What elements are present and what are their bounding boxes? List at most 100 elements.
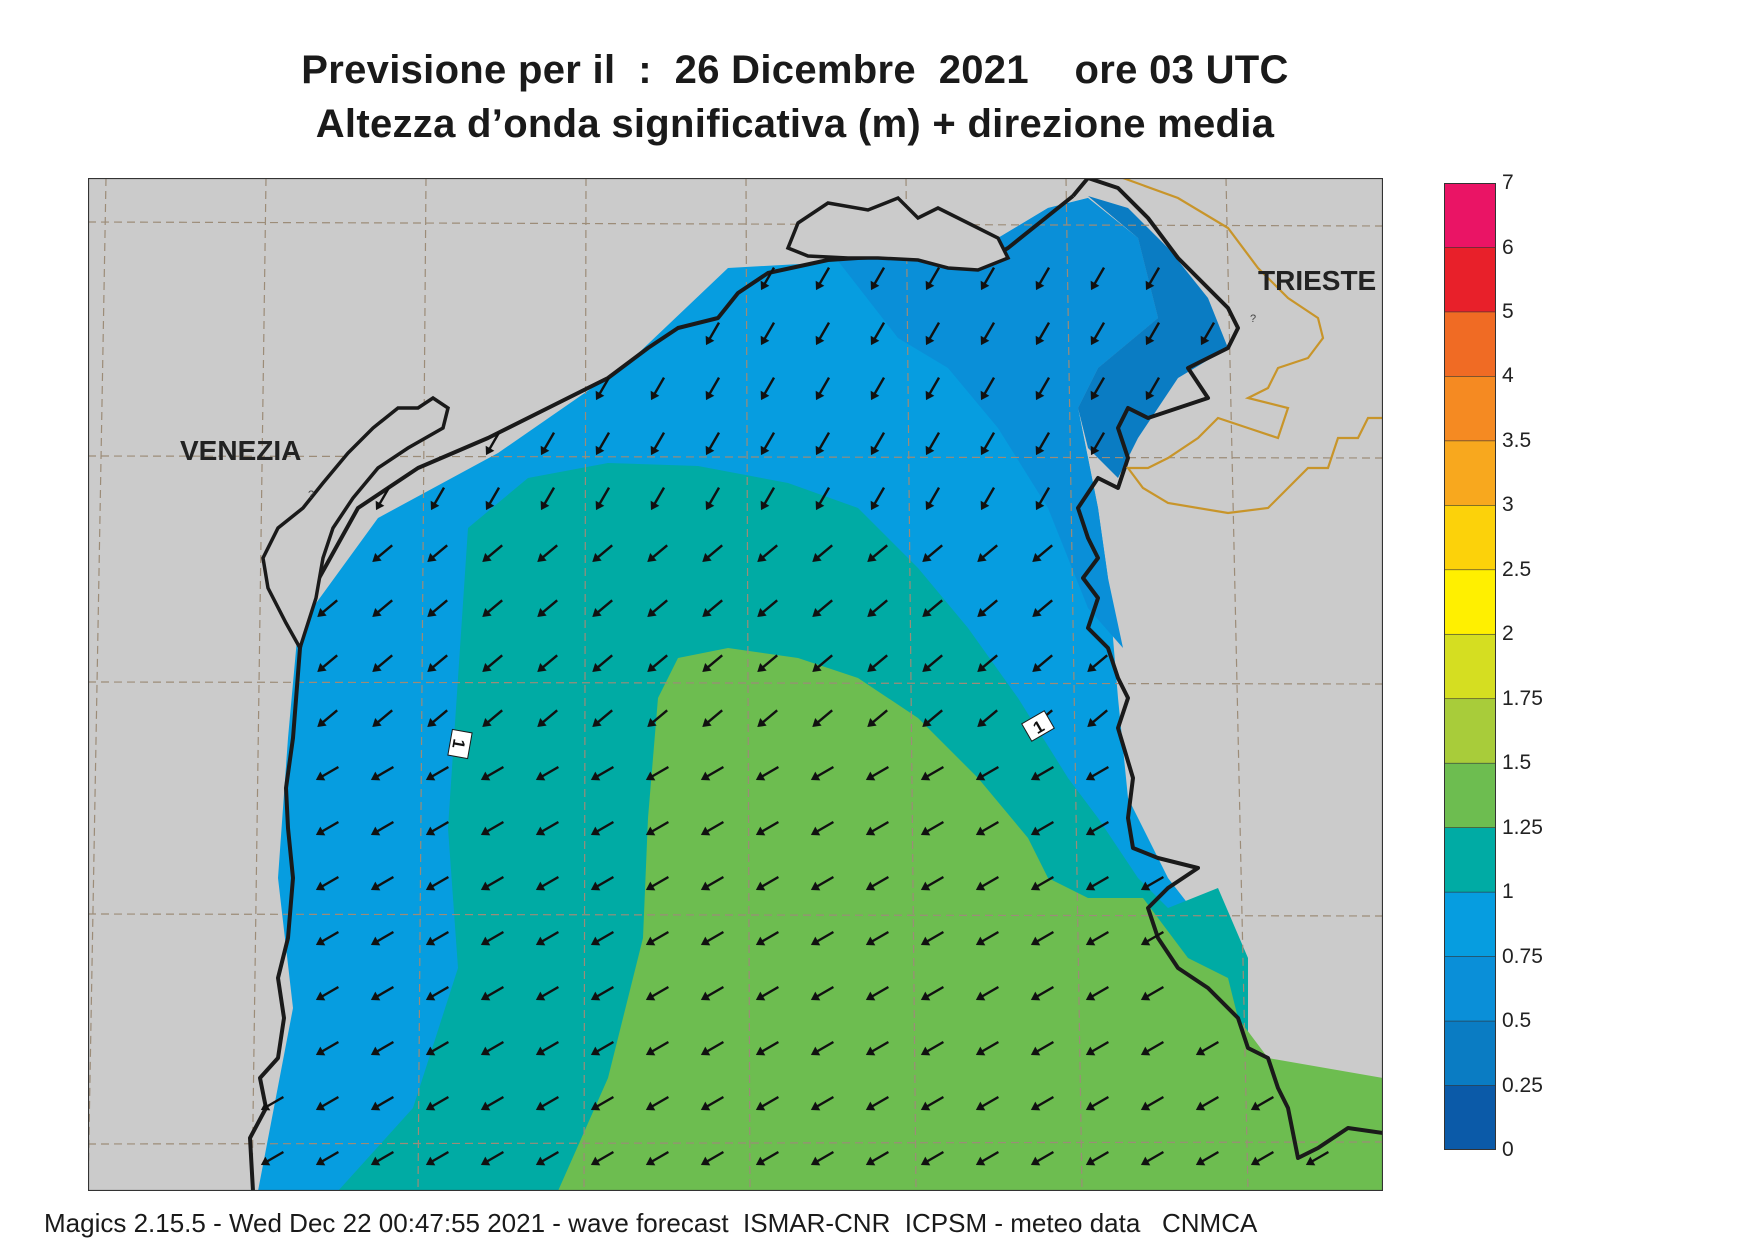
wave-arrow — [700, 820, 724, 836]
wave-arrow — [1085, 930, 1109, 946]
wave-arrow — [647, 654, 668, 672]
wave-arrow — [480, 1095, 504, 1111]
legend-tick-label: 0.25 — [1502, 1073, 1543, 1097]
wave-arrow — [535, 1095, 559, 1111]
legend-tick-label: 0 — [1502, 1138, 1514, 1161]
coastline-grado — [785, 195, 1011, 272]
wave-arrow — [645, 1040, 669, 1056]
contour-label-1-west: 1 — [447, 728, 473, 760]
legend-tick-label: 3 — [1502, 493, 1514, 517]
wave-arrow — [810, 765, 834, 781]
wave-arrow — [700, 1040, 724, 1056]
wave-arrow — [427, 709, 448, 727]
wave-arrow — [977, 654, 998, 672]
wave-arrow — [1030, 930, 1054, 946]
wave-arrow — [1090, 377, 1106, 401]
wave-arrow — [1145, 267, 1161, 291]
legend-band — [1444, 891, 1496, 958]
wave-arrow — [812, 709, 833, 727]
wave-arrow — [757, 544, 778, 562]
wave-arrow — [647, 599, 668, 617]
wave-arrow — [370, 1150, 394, 1166]
wave-arrow — [535, 930, 559, 946]
wave-arrow — [980, 267, 996, 291]
sea-band-0.25-0.5 — [1078, 196, 1228, 478]
wave-arrow — [975, 875, 999, 891]
wave-arrow — [925, 377, 941, 401]
wave-arrow — [865, 930, 889, 946]
wave-arrow — [980, 487, 996, 511]
wave-arrow — [315, 765, 339, 781]
city-label-trieste: TRIESTE — [1258, 265, 1376, 296]
wave-arrow — [480, 985, 504, 1001]
wave-arrow — [1085, 1150, 1109, 1166]
wave-arrow — [645, 820, 669, 836]
coastline-istria — [1071, 178, 1383, 1160]
wave-arrow — [650, 432, 666, 456]
wave-arrow — [815, 487, 831, 511]
legend-band — [1444, 505, 1496, 571]
legend-tick-label: 0.75 — [1502, 944, 1543, 968]
wave-direction-arrows — [260, 267, 1329, 1166]
wave-arrow — [920, 930, 944, 946]
wave-arrow — [865, 820, 889, 836]
map-title: Previsione per il : 26 Dicembre 2021 ore… — [301, 48, 1289, 92]
wave-arrow — [865, 1040, 889, 1056]
wave-arrow — [760, 267, 776, 291]
sea-band-0.5-0.75 — [828, 198, 1158, 648]
wave-arrow — [810, 930, 834, 946]
wave-arrow — [650, 487, 666, 511]
city-marker-trieste: ? — [1250, 313, 1256, 325]
wave-arrow — [810, 1040, 834, 1056]
wave-arrow — [1140, 930, 1164, 946]
wave-arrow — [315, 1095, 339, 1111]
wave-arrow — [425, 820, 449, 836]
wave-arrow — [975, 1095, 999, 1111]
wave-arrow — [540, 432, 556, 456]
contour-label-1-east: 1 — [1021, 710, 1055, 742]
wave-arrow — [535, 1040, 559, 1056]
wave-arrow — [590, 985, 614, 1001]
wave-arrow — [977, 709, 998, 727]
wave-arrow — [1250, 1150, 1274, 1166]
wave-arrow — [482, 544, 503, 562]
wave-arrow — [317, 709, 338, 727]
wave-arrow — [870, 432, 886, 456]
wave-arrow — [595, 487, 611, 511]
wave-arrow — [425, 1040, 449, 1056]
wave-arrow — [425, 985, 449, 1001]
wave-arrow — [1140, 1040, 1164, 1056]
wave-arrow — [980, 377, 996, 401]
wave-arrow — [480, 1150, 504, 1166]
wave-arrow — [645, 930, 669, 946]
city-marker-venezia: ? — [308, 489, 314, 501]
wave-arrow — [870, 322, 886, 346]
wave-arrow — [1140, 875, 1164, 891]
legend-band — [1444, 247, 1496, 313]
wave-arrow — [1200, 322, 1216, 346]
wave-arrow — [1250, 1095, 1274, 1111]
wave-arrow — [370, 765, 394, 781]
wave-arrow — [867, 654, 888, 672]
wave-arrow — [1030, 1095, 1054, 1111]
wave-arrow — [537, 654, 558, 672]
wave-arrow — [315, 875, 339, 891]
legend-tick-label: 6 — [1502, 235, 1514, 259]
svg-text:1: 1 — [448, 737, 468, 750]
wave-arrow — [372, 709, 393, 727]
wave-arrow — [700, 1150, 724, 1166]
wave-arrow — [590, 875, 614, 891]
wave-arrow — [922, 709, 943, 727]
wave-arrow — [867, 544, 888, 562]
wave-arrow — [372, 544, 393, 562]
wave-arrow — [975, 930, 999, 946]
city-label-venezia: VENEZIA — [180, 435, 301, 466]
wave-arrow — [1140, 1150, 1164, 1166]
wave-arrow — [755, 930, 779, 946]
wave-arrow — [260, 1095, 284, 1111]
wave-arrow — [1195, 1040, 1219, 1056]
wave-arrow — [370, 985, 394, 1001]
wave-arrow — [867, 709, 888, 727]
wave-arrow — [702, 599, 723, 617]
wave-arrow — [1090, 267, 1106, 291]
